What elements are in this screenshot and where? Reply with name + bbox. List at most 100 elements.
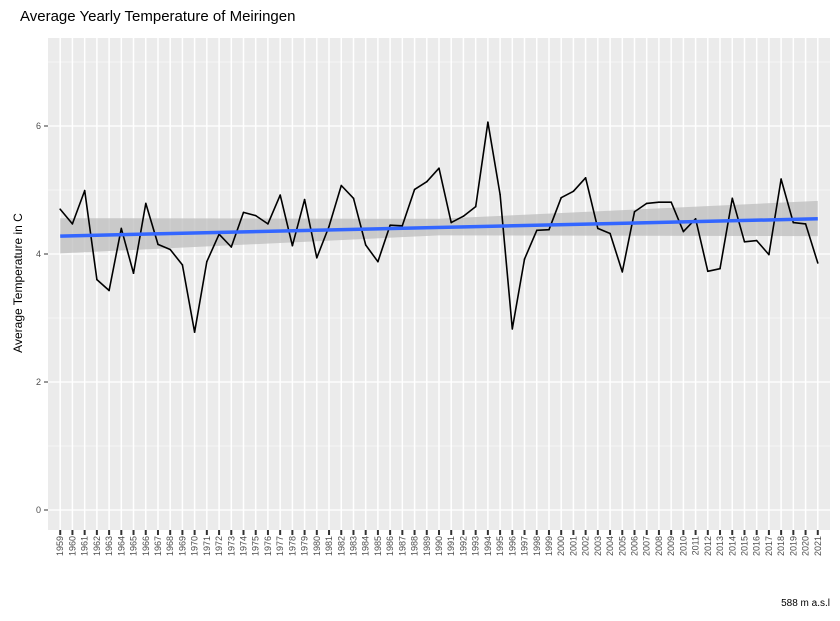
data-point [181,264,184,266]
x-tick-label: 1989 [422,536,432,556]
x-tick-label: 1979 [300,536,310,556]
data-point [145,202,147,205]
data-point [291,244,294,247]
data-point [572,190,575,193]
data-point [364,244,367,246]
x-tick-label: 1972 [214,536,224,556]
x-tick-label: 2014 [727,536,737,556]
x-tick-label: 1983 [349,536,359,556]
data-point [597,227,599,230]
y-tick-label: 2 [36,377,41,387]
data-point [817,262,819,264]
data-point [755,239,758,242]
data-point [206,260,208,263]
x-tick-label: 2007 [642,536,652,556]
x-tick-label: 2013 [715,536,725,556]
x-tick-label: 1964 [116,536,126,556]
x-tick-label: 1993 [471,536,481,556]
data-point [71,223,74,225]
y-tick-label: 0 [36,505,41,515]
x-tick-label: 1984 [361,536,371,556]
x-tick-label: 1966 [141,536,151,556]
x-tick-label: 2021 [813,536,823,556]
data-point [462,215,465,217]
x-tick-label: 1987 [397,536,407,556]
data-point [609,232,611,235]
data-point [548,228,550,231]
data-point [536,229,538,232]
data-point [169,248,171,251]
x-tick-label: 1963 [104,536,114,556]
data-point [719,267,721,270]
x-tick-label: 1992 [458,536,468,556]
data-point [743,241,746,243]
y-tick-label: 4 [36,249,41,259]
data-point [328,225,330,228]
x-tick-label: 2001 [568,536,578,556]
data-point [120,227,123,230]
x-tick-label: 1988 [410,536,420,556]
data-point [230,246,233,248]
data-point [670,201,672,203]
x-tick-label: 1999 [544,536,554,556]
x-tick-label: 1994 [483,536,493,556]
trend-line [60,217,818,238]
x-tick-label: 2012 [703,536,713,556]
x-tick-label: 2016 [752,536,762,556]
data-point [352,197,355,200]
data-point [584,177,587,179]
trend-layer [60,217,818,238]
x-tick-label: 1995 [495,536,505,556]
data-point [780,178,782,180]
x-tick-label: 1960 [67,536,77,556]
data-point [694,218,697,220]
data-point [279,194,282,196]
x-tick-label: 1990 [434,536,444,556]
x-tick-label: 2015 [740,536,750,556]
x-tick-label: 1968 [165,536,175,556]
y-tick-label: 6 [36,121,41,131]
data-point [242,211,245,214]
data-point [707,270,709,273]
x-tick-label: 1998 [532,536,542,556]
x-tick-label: 2006 [630,536,640,556]
data-point [523,258,526,260]
data-point [560,196,562,199]
elevation-caption: 588 m a.s.l [781,598,830,609]
data-point [83,189,86,192]
data-point [316,257,318,259]
x-tick-label: 1986 [385,536,395,556]
x-tick-label: 1997 [520,536,530,556]
chart-title: Average Yearly Temperature of Meiringen [20,8,296,25]
x-tick-label: 2005 [617,536,627,556]
x-tick-label: 1976 [263,536,273,556]
y-axis-title: Average Temperature in C [11,213,25,353]
x-tick-label: 2008 [654,536,664,556]
data-point [340,184,343,187]
x-tick-label: 1973 [226,536,236,556]
data-point [401,225,404,227]
data-point [499,193,501,196]
x-tick-label: 2017 [764,536,774,556]
data-point [768,253,770,256]
data-point [682,230,685,233]
x-tick-label: 1961 [80,536,90,556]
x-tick-label: 1974 [239,536,249,556]
data-point [645,202,648,205]
x-tick-label: 2019 [788,536,798,556]
x-tick-label: 2010 [678,536,688,556]
x-tick-label: 2003 [593,536,603,556]
data-point [487,121,489,123]
x-tick-label: 1985 [373,536,383,556]
x-tick-label: 1978 [287,536,297,556]
x-axis: 1959 1960 1961 1962 1963 1964 1965 1966 1967 1968… [55,530,823,556]
x-tick-label: 1981 [324,536,334,556]
x-tick-label: 1962 [92,536,102,556]
x-tick-label: 1996 [507,536,517,556]
data-point [303,198,306,201]
data-point [132,272,135,275]
data-point [108,289,110,292]
x-tick-label: 1982 [336,536,346,556]
x-tick-label: 1969 [177,536,187,556]
